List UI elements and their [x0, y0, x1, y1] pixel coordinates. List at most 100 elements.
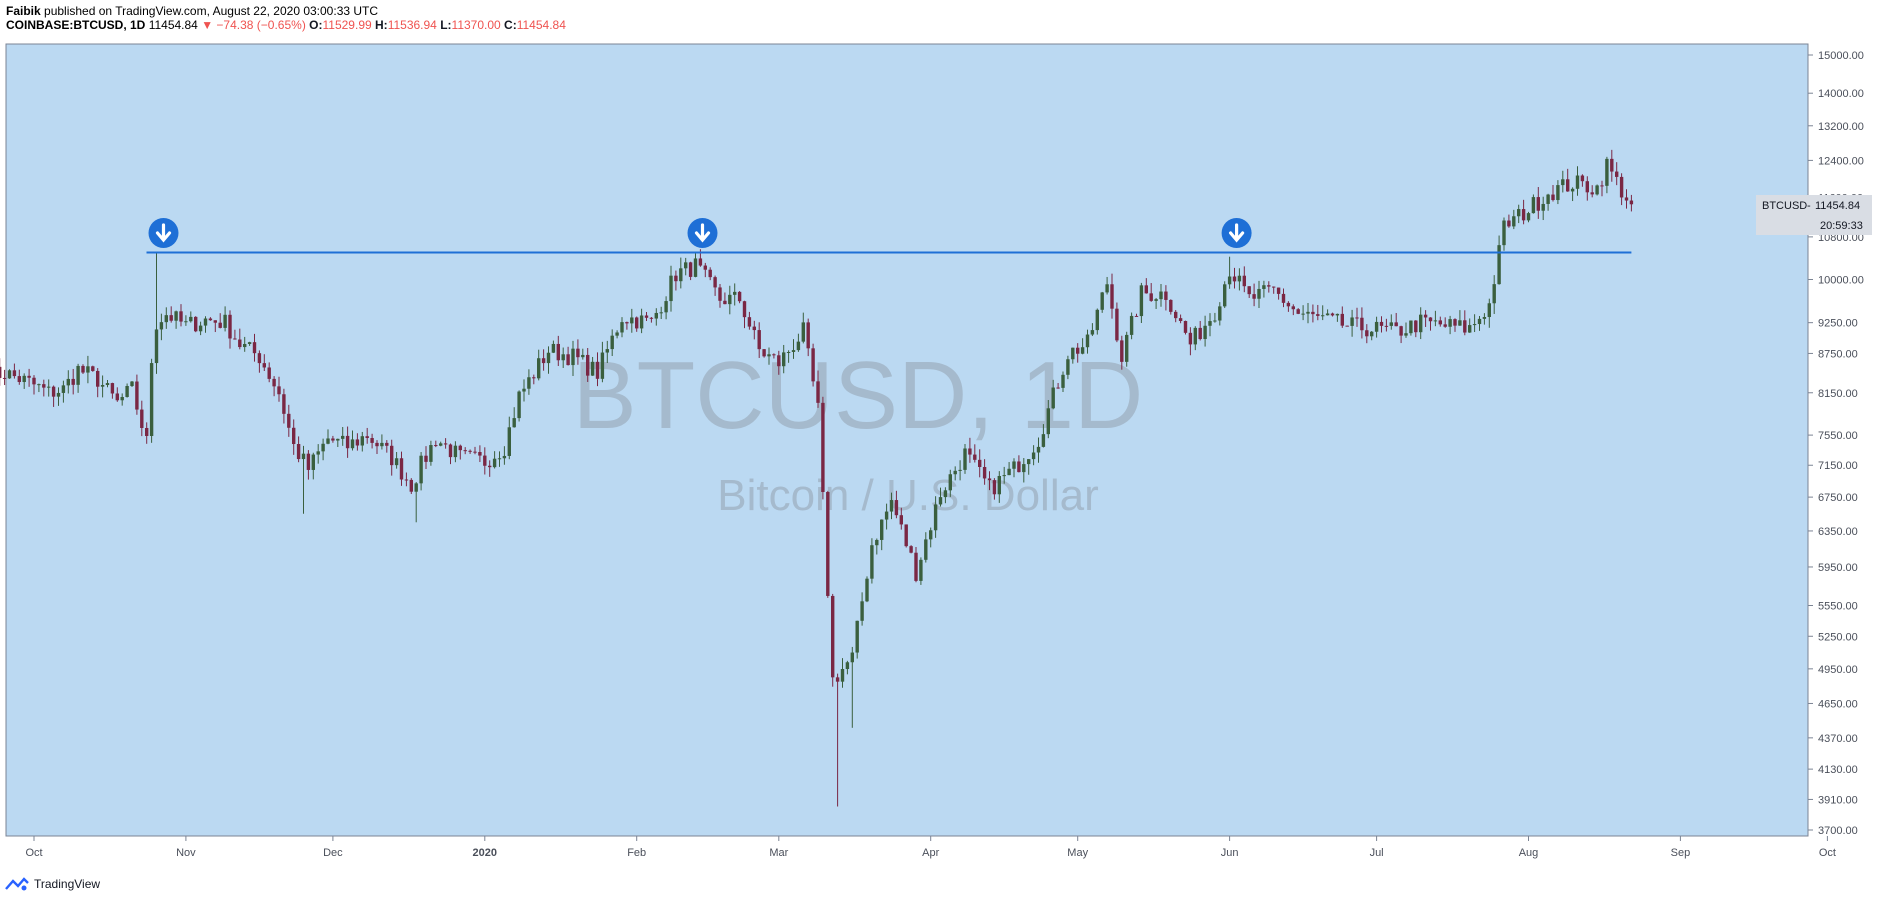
candle-body	[517, 391, 521, 419]
candle-body	[1409, 320, 1413, 334]
candle-body	[1575, 175, 1580, 189]
candle-body	[742, 301, 747, 318]
candle-body	[556, 343, 560, 361]
candle-body	[826, 492, 830, 596]
candle-body	[840, 669, 845, 682]
candle-body	[1502, 220, 1506, 246]
candle-body	[390, 445, 394, 466]
candle-body	[91, 366, 95, 371]
y-tick-label: 8750.00	[1818, 348, 1858, 360]
candles-layer	[0, 149, 1634, 807]
candle-body	[27, 375, 31, 378]
y-tick-label: 4370.00	[1818, 733, 1858, 745]
candle-body	[747, 317, 752, 327]
candle-body	[0, 366, 2, 378]
candle-body	[71, 378, 75, 385]
candle-body	[1223, 284, 1227, 307]
candle-body	[370, 438, 374, 443]
candle-body	[924, 539, 928, 560]
plot-background	[5, 43, 1809, 837]
last-price: 11454.84	[148, 18, 198, 32]
candle-body	[1340, 313, 1344, 326]
candle-body	[453, 445, 458, 458]
candle-body	[1316, 314, 1320, 316]
candle-body	[1046, 408, 1050, 435]
candle-body	[953, 470, 957, 475]
candle-body	[610, 335, 614, 350]
candle-body	[845, 662, 850, 670]
candle-body	[262, 363, 266, 368]
candle-body	[169, 315, 173, 321]
candle-body	[733, 291, 737, 295]
high-value: 11536.94	[387, 18, 437, 32]
time-axis[interactable]: Oct Nov Dec 2020 Feb Mar Apr May Jun Jul Aug Sep Oct	[25, 836, 1836, 859]
candle-body	[7, 370, 12, 379]
candle-body	[61, 385, 66, 393]
candle-body	[850, 652, 854, 663]
x-tick-label: Aug	[1519, 847, 1539, 859]
candle-body	[1031, 452, 1036, 460]
candle-body	[135, 381, 139, 410]
candle-body	[1394, 322, 1398, 327]
candle-body	[1306, 311, 1310, 314]
candle-body	[914, 552, 918, 581]
candle-body	[644, 315, 649, 318]
candle-body	[767, 354, 771, 357]
candle-body	[1624, 197, 1629, 201]
candle-body	[1232, 276, 1237, 282]
candle-body	[2, 377, 7, 379]
candle-body	[1110, 284, 1114, 309]
candle-body	[821, 402, 825, 493]
candle-body	[1164, 291, 1168, 300]
y-tick-label: 5950.00	[1818, 562, 1858, 574]
candle-body	[267, 367, 271, 379]
candle-body	[154, 329, 159, 364]
candle-body	[1051, 387, 1055, 409]
candle-body	[287, 413, 291, 428]
candle-body	[1370, 331, 1374, 337]
y-tick-label: 15000.00	[1818, 50, 1864, 62]
candle-body	[899, 515, 903, 525]
candle-body	[311, 454, 315, 470]
y-tick-label: 7550.00	[1818, 430, 1858, 442]
candle-body	[47, 386, 51, 388]
candle-body	[688, 262, 693, 277]
candle-body	[532, 377, 536, 379]
arrow-down-marker	[1221, 218, 1252, 248]
publisher-name[interactable]: Faibik	[6, 4, 41, 18]
candle-body	[1472, 324, 1477, 326]
candle-body	[1419, 314, 1423, 333]
candle-body	[576, 348, 580, 358]
candle-body	[1546, 194, 1550, 204]
candle-body	[1208, 321, 1212, 326]
candle-body	[159, 322, 164, 330]
candle-body	[473, 451, 477, 453]
candle-body	[684, 262, 688, 269]
candle-body	[56, 392, 61, 397]
footer-brand[interactable]: TradingView	[4, 876, 100, 892]
candle-body	[1036, 446, 1041, 453]
y-tick-label: 13200.00	[1818, 121, 1864, 133]
candle-body	[1115, 308, 1119, 341]
candle-body	[831, 595, 835, 678]
candle-body	[752, 326, 756, 331]
candle-body	[527, 377, 531, 389]
candle-body	[855, 620, 859, 653]
candle-body	[282, 394, 286, 414]
candle-body	[586, 354, 590, 376]
price-axis[interactable]: 15000.0014000.0013200.0012400.0011600.00…	[1808, 50, 1864, 837]
y-tick-label: 4650.00	[1818, 698, 1858, 710]
candle-body	[737, 291, 742, 302]
candle-body	[252, 342, 257, 354]
candle-body	[1281, 293, 1286, 303]
candle-body	[630, 317, 634, 324]
x-tick-label: Jun	[1221, 847, 1239, 859]
candle-body	[1159, 291, 1163, 300]
candle-body	[257, 353, 262, 364]
candle-body	[296, 444, 301, 460]
candle-body	[590, 361, 595, 376]
x-tick-label: Oct	[1819, 847, 1836, 859]
candle-body	[341, 435, 345, 439]
candle-body	[806, 322, 810, 349]
